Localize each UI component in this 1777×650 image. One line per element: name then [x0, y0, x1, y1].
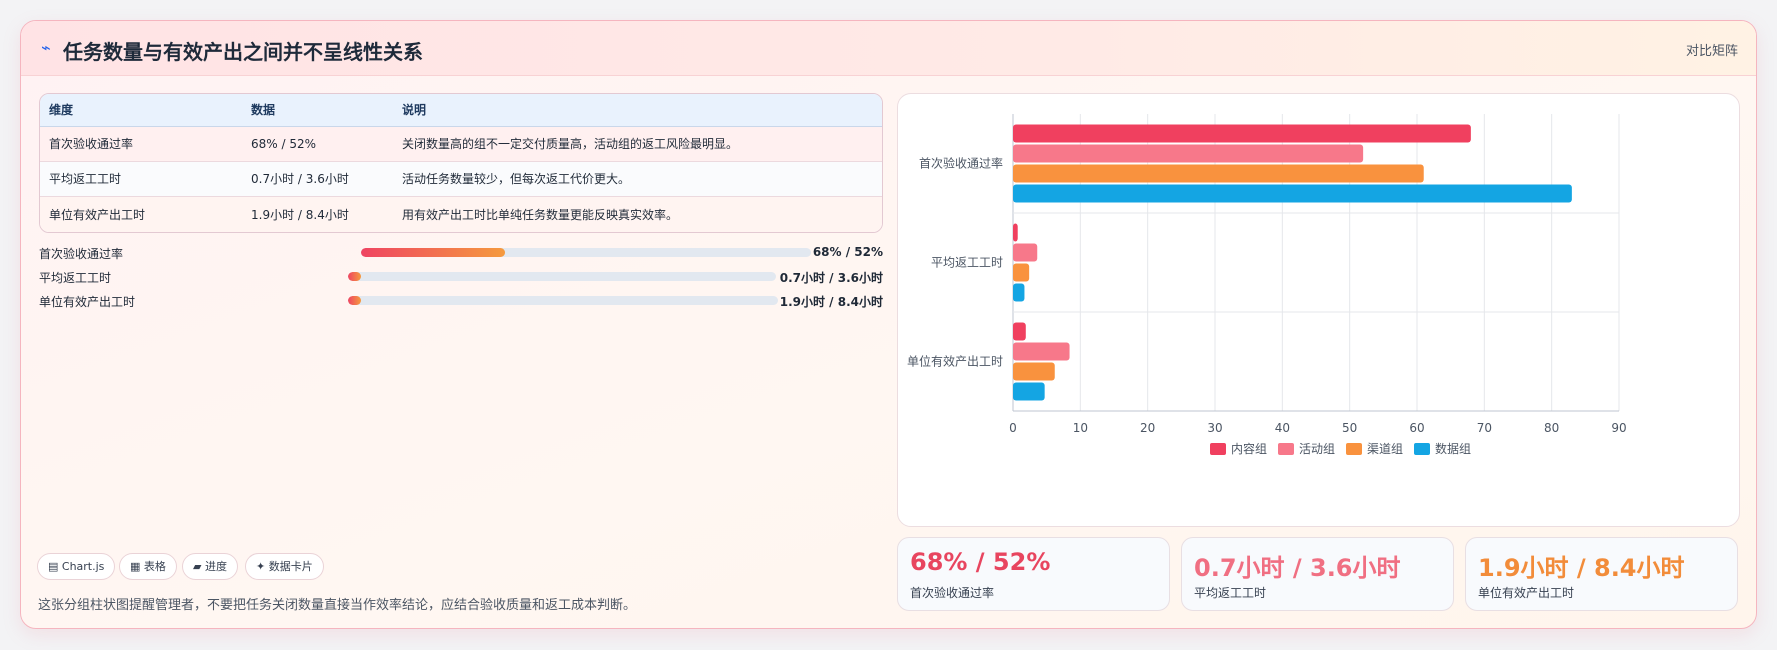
progress-track	[348, 272, 776, 281]
card-title: 任务数量与有效产出之间并不呈线性关系	[63, 40, 423, 64]
chip-progress[interactable]: ▰ 进度	[182, 553, 238, 580]
table-cell: 关闭数量高的组不一定交付质量高，活动组的返工风险最明显。	[402, 137, 739, 151]
bar	[1013, 382, 1045, 401]
bar	[1013, 322, 1026, 341]
x-tick-label: 30	[1207, 421, 1222, 435]
stat-card: 0.7小时 / 3.6小时 平均返工工时	[1181, 537, 1454, 611]
bar	[1013, 164, 1424, 183]
bar	[1013, 362, 1055, 381]
stat-value: 0.7小时 / 3.6小时	[1194, 554, 1401, 582]
table-cell: 1.9小时 / 8.4小时	[251, 208, 349, 222]
bar	[1013, 124, 1471, 143]
progress-value: 0.7小时 / 3.6小时	[779, 271, 883, 285]
bar-chart-panel: 0 10 20 30 40 50 60 70 80 90 首次验收通过率平均返工工时单位有效产出工时…	[897, 93, 1740, 527]
legend-label: 活动组	[1299, 442, 1335, 456]
x-tick-label: 60	[1409, 421, 1424, 435]
stat-value: 1.9小时 / 8.4小时	[1478, 554, 1685, 582]
bar	[1013, 144, 1364, 163]
table-cell: 活动任务数量较少，但每次返工代价更大。	[402, 172, 631, 186]
progress-fill	[361, 248, 505, 257]
stat-card: 1.9小时 / 8.4小时 单位有效产出工时	[1465, 537, 1738, 611]
table-cell: 用有效产出工时比单纯任务数量更能反映真实效率。	[402, 208, 679, 222]
table-header-cell: 维度	[49, 103, 74, 117]
progress-track	[361, 248, 811, 257]
x-tick-label: 50	[1342, 421, 1357, 435]
bar	[1013, 223, 1018, 242]
table-header-cell: 说明	[402, 103, 427, 117]
x-tick-label: 70	[1477, 421, 1492, 435]
progress-label: 首次验收通过率	[39, 247, 124, 261]
card-header: ⌁ 任务数量与有效产出之间并不呈线性关系 对比矩阵	[21, 21, 1756, 76]
table-row: 平均返工工时 0.7小时 / 3.6小时 活动任务数量较少，但每次返工代价更大。	[40, 162, 882, 197]
legend-swatch	[1346, 443, 1362, 455]
table-header-cell: 数据	[251, 103, 276, 117]
y-category-label: 单位有效产出工时	[907, 354, 1003, 369]
table-row: 单位有效产出工时 1.9小时 / 8.4小时 用有效产出工时比单纯任务数量更能反…	[40, 197, 882, 232]
chip-chartjs[interactable]: ▤ Chart.js	[37, 553, 116, 580]
comparison-card: ⌁ 任务数量与有效产出之间并不呈线性关系 对比矩阵 维度 数据 说明 首次验收通…	[20, 20, 1757, 629]
stat-value: 68% / 52%	[910, 548, 1051, 576]
progress-fill	[348, 296, 361, 305]
matrix-label[interactable]: 对比矩阵	[1685, 44, 1738, 59]
legend-swatch	[1210, 443, 1226, 455]
table-cell: 68% / 52%	[251, 137, 317, 151]
x-tick-label: 40	[1275, 421, 1290, 435]
x-tick-label: 10	[1073, 421, 1088, 435]
progress-row: 首次验收通过率 68% / 52%	[39, 243, 883, 263]
legend-swatch	[1414, 443, 1430, 455]
progress-value: 68% / 52%	[812, 245, 883, 259]
lightning-icon: ⌁	[41, 38, 51, 57]
chip-data-card[interactable]: ✦ 数据卡片	[245, 553, 324, 580]
stat-label: 首次验收通过率	[910, 586, 995, 600]
stat-label: 平均返工工时	[1194, 586, 1267, 600]
stat-card: 68% / 52% 首次验收通过率	[897, 537, 1170, 611]
legend-label: 数据组	[1435, 441, 1471, 456]
table-cell: 单位有效产出工时	[49, 208, 146, 222]
legend-label: 内容组	[1231, 441, 1267, 456]
progress-label: 单位有效产出工时	[39, 295, 136, 309]
table-row: 首次验收通过率 68% / 52% 关闭数量高的组不一定交付质量高，活动组的返工…	[40, 127, 882, 162]
bar	[1013, 283, 1025, 302]
stat-label: 单位有效产出工时	[1478, 586, 1575, 600]
chip-table[interactable]: ▦ 表格	[119, 553, 177, 580]
footnote: 这张分组柱状图提醒管理者，不要把任务关闭数量直接当作效率结论，应结合验收质量和返…	[38, 598, 637, 613]
legend-swatch	[1278, 443, 1294, 455]
x-tick-label: 80	[1544, 421, 1559, 435]
x-tick-label: 0	[1009, 421, 1017, 435]
progress-row: 平均返工工时 0.7小时 / 3.6小时	[39, 267, 883, 287]
bar	[1013, 184, 1572, 203]
y-category-label: 平均返工工时	[931, 256, 1003, 270]
bar	[1013, 243, 1038, 262]
table-header-row: 维度 数据 说明	[40, 94, 882, 127]
grouped-bar-chart: 0 10 20 30 40 50 60 70 80 90 首次验收通过率平均返工工时单位有效产出工时…	[907, 114, 1627, 456]
bar	[1013, 263, 1030, 282]
progress-row: 单位有效产出工时 1.9小时 / 8.4小时	[39, 291, 883, 311]
legend-label: 渠道组	[1367, 442, 1403, 456]
bar	[1013, 342, 1070, 361]
x-tick-label: 90	[1611, 421, 1626, 435]
progress-value: 1.9小时 / 8.4小时	[779, 295, 883, 309]
data-table: 维度 数据 说明 首次验收通过率 68% / 52% 关闭数量高的组不一定交付质…	[39, 93, 883, 233]
progress-track	[348, 296, 778, 305]
progress-label: 平均返工工时	[39, 271, 112, 285]
table-cell: 平均返工工时	[49, 172, 122, 186]
table-cell: 0.7小时 / 3.6小时	[251, 172, 349, 186]
table-cell: 首次验收通过率	[49, 137, 134, 151]
y-category-label: 首次验收通过率	[919, 156, 1003, 171]
x-tick-label: 20	[1140, 421, 1155, 435]
progress-fill	[348, 272, 361, 281]
